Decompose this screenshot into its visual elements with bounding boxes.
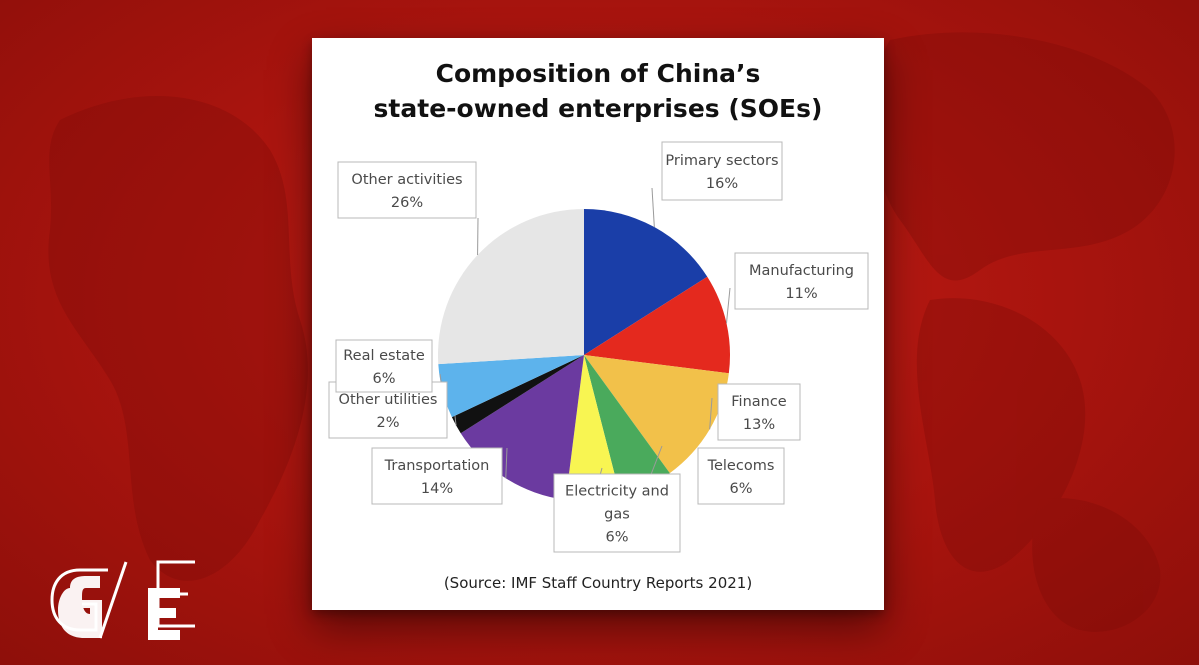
- leader-line: [725, 287, 731, 324]
- data-label-box: Finance 13%: [717, 383, 801, 441]
- slice-category-label: Transportation: [384, 458, 490, 474]
- pie-slice-finance: [584, 355, 729, 474]
- label-box-border: [661, 141, 783, 201]
- chart-title: Composition of China’s state-owned enter…: [312, 56, 884, 126]
- slice-value-label: 6%: [372, 371, 395, 387]
- leader-line: [651, 187, 655, 228]
- data-label-box: Telecoms 6%: [697, 447, 785, 505]
- pie-slice-other-utilities: [451, 355, 584, 434]
- slice-category-label: Other utilities: [339, 392, 438, 408]
- label-box-border: [553, 473, 681, 553]
- slice-category-label: Finance: [731, 394, 787, 410]
- slice-value-label: 16%: [706, 176, 738, 192]
- pie-slice-manufacturing: [584, 276, 730, 374]
- slice-category-label: Telecoms: [707, 458, 775, 474]
- slice-category-label: gas: [604, 507, 630, 523]
- chart-source: (Source: IMF Staff Country Reports 2021): [443, 574, 753, 592]
- slice-value-label: 6%: [605, 530, 628, 546]
- pie-slice-primary-sectors: [584, 209, 708, 355]
- slice-category-label: Other activities: [351, 172, 462, 188]
- slice-value-label: 2%: [376, 415, 399, 431]
- chart-title-line-2: state-owned enterprises (SOEs): [373, 94, 823, 123]
- chart-title-line-1: Composition of China’s: [435, 59, 761, 88]
- data-label-box: Other activities 26%: [337, 161, 477, 219]
- data-label-box: Manufacturing 11%: [734, 252, 869, 310]
- slice-category-label: Real estate: [343, 348, 425, 364]
- label-box-border: [717, 383, 801, 441]
- slice-category-label: Manufacturing: [749, 263, 854, 279]
- data-label-box: Primary sectors 16%: [661, 141, 783, 201]
- slice-category-label: Primary sectors: [665, 153, 778, 169]
- label-box-border: [734, 252, 869, 310]
- label-box-border: [371, 447, 503, 505]
- label-box-border: [335, 339, 433, 393]
- slice-value-label: 11%: [785, 286, 817, 302]
- pie-slice-telecoms: [584, 355, 670, 497]
- chart-card: Composition of China’s state-owned enter…: [312, 38, 884, 610]
- slice-value-label: 14%: [421, 481, 453, 497]
- data-label-box: Transportation 14%: [371, 447, 503, 505]
- pie-slice-other-activities: [438, 209, 584, 365]
- data-label-box: Electricity and gas 6%: [553, 473, 681, 553]
- pie-slice-electricity-and-gas: [565, 355, 621, 501]
- leader-line: [505, 447, 508, 479]
- slice-value-label: 26%: [391, 195, 423, 211]
- slice-value-label: 6%: [729, 481, 752, 497]
- slice-value-label: 13%: [743, 417, 775, 433]
- slice-category-label: Electricity and: [565, 484, 669, 500]
- label-box-border: [337, 161, 477, 219]
- label-box-border: [697, 447, 785, 505]
- pie-slice-real-estate: [438, 355, 584, 418]
- ge-logo: [50, 560, 195, 640]
- data-label-box: Real estate 6%: [335, 339, 433, 393]
- pie-chart: Primary sectors 16% Manufacturing 11% Financ…: [328, 141, 869, 553]
- leader-line: [709, 397, 713, 430]
